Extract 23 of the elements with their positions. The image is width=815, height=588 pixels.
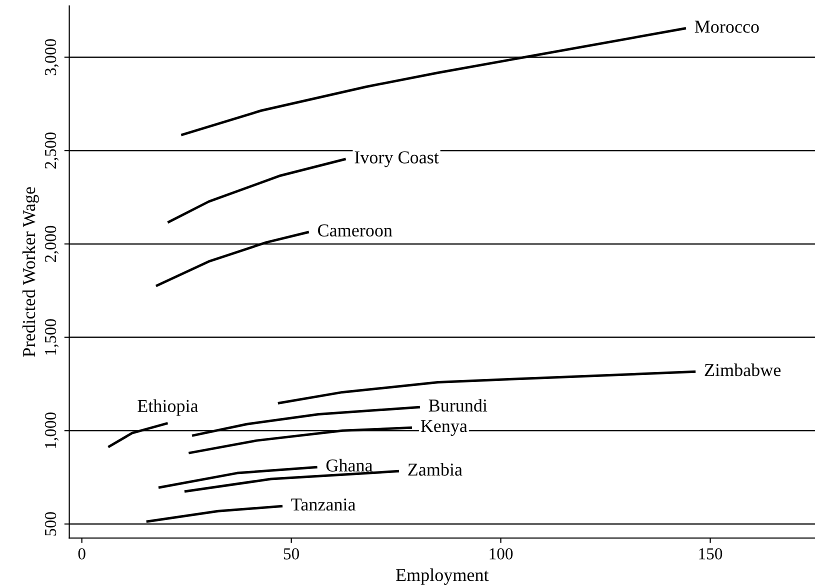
series-label: Zambia xyxy=(408,462,462,476)
series-label: Zimbabwe xyxy=(704,363,781,376)
series-label: Ghana xyxy=(326,458,373,472)
line-series xyxy=(166,158,348,224)
series-label: Ethiopia xyxy=(138,399,198,416)
x-axis-title: Employment xyxy=(396,568,489,585)
y-tick-label: 1,500 xyxy=(44,319,59,355)
y-tick-label: 1,000 xyxy=(44,412,59,448)
series-label: Cameroon xyxy=(318,224,392,237)
y-axis-title: Predicted Worker Wage xyxy=(22,187,39,357)
series-label: Ivory Coast xyxy=(354,151,439,168)
series-label: Kenya xyxy=(420,420,468,436)
x-tick-label: 50 xyxy=(284,548,300,560)
series-label: Burundi xyxy=(428,398,488,412)
series-label: Tanzania xyxy=(291,498,356,511)
series-label: Morocco xyxy=(694,20,759,33)
y-tick-label: 2,500 xyxy=(44,132,59,169)
x-tick-label: 150 xyxy=(699,548,722,560)
y-tick-label: 500 xyxy=(44,512,56,536)
x-tick-label: 0 xyxy=(78,548,86,560)
y-tick-label: 2,000 xyxy=(44,226,59,262)
x-tick-label: 100 xyxy=(490,548,513,560)
y-tick-label: 3,000 xyxy=(44,39,59,76)
